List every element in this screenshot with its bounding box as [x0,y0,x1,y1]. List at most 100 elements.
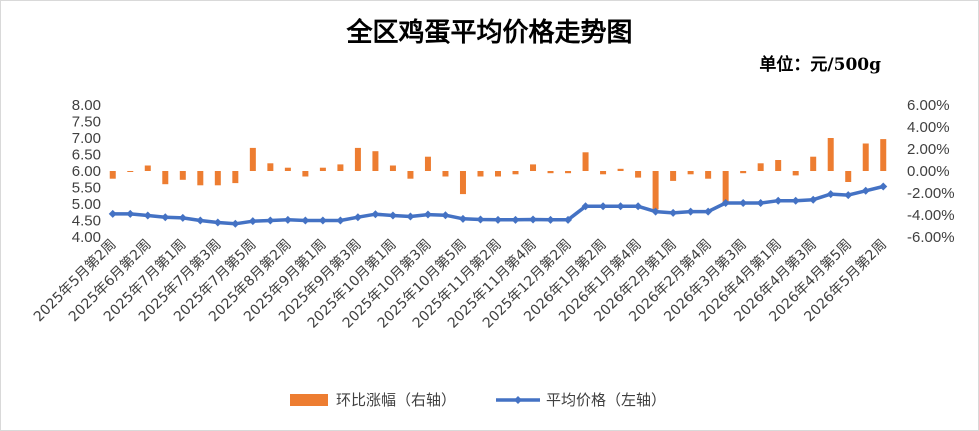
bar [862,143,869,171]
bar [705,171,712,179]
bar [617,168,624,171]
line-point [108,209,117,218]
left-tick-label: 4.50 [72,213,101,230]
right-tick-label: 4.00% [907,119,950,136]
line-point [301,216,310,225]
left-tick-label: 4.00 [72,229,101,246]
line-point [669,208,678,217]
bar [389,165,396,171]
line-point [704,207,713,216]
bar [162,171,169,185]
line-point [423,210,432,219]
bar [267,163,274,171]
line-point [634,202,643,211]
bar [792,171,799,176]
left-axis: 4.004.505.005.506.006.507.007.508.00 [72,97,101,246]
bar [197,171,204,186]
line-point [686,207,695,216]
line-point [791,196,800,205]
line-point [721,199,730,208]
bar [547,171,554,174]
line-point [126,209,135,218]
line-point [826,190,835,199]
line-series [108,182,888,228]
left-tick-label: 7.50 [72,114,101,131]
line-point [196,216,205,225]
bar [424,156,431,171]
bar-series [109,138,887,210]
line-point [441,211,450,220]
right-tick-label: 2.00% [907,141,950,158]
line-point [879,182,888,191]
right-tick-label: -6.00% [907,229,955,246]
left-tick-label: 5.00 [72,196,101,213]
bar [880,139,887,171]
legend-line-marker [514,396,522,404]
bar [827,138,834,171]
bar [214,171,221,186]
bar [372,151,379,171]
bar [687,171,694,175]
bar [722,171,729,204]
x-axis: 2025年5月第2周2025年6月第2周2025年7月第1周2025年7月第3周… [30,236,890,332]
chart-title: 全区鸡蛋平均价格走势图 [346,18,633,48]
bar [459,171,466,195]
left-tick-label: 6.50 [72,147,101,164]
legend: 环比涨幅（右轴） 平均价格（左轴） [290,391,666,409]
right-tick-label: -4.00% [907,207,955,224]
bar [109,171,116,179]
line-point [844,191,853,200]
line-point [861,186,870,195]
bar [284,167,291,171]
bar [757,163,764,171]
line-point [511,215,520,224]
line-point [494,215,502,224]
bar [319,167,326,171]
bar [337,164,344,171]
line-point [388,211,397,220]
bar [495,171,501,177]
bar [512,171,519,175]
bar [232,171,239,184]
line-point [406,212,415,221]
line-point [546,215,555,224]
line-point [616,202,625,211]
bar [127,171,134,172]
line-point [231,219,240,228]
left-tick-label: 5.50 [72,180,101,197]
line-point [476,215,485,224]
line-point [756,199,765,208]
bar [179,171,186,180]
legend-bar-label: 环比涨幅（右轴） [336,391,456,409]
line-point [651,207,660,216]
bar [302,171,309,177]
right-tick-label: -2.00% [907,185,955,202]
line-point [371,210,380,219]
line-point [318,216,327,225]
right-tick-label: 0.00% [907,163,950,180]
bar [565,171,572,174]
right-tick-label: 6.00% [907,97,950,114]
bar [670,171,677,181]
line-point [213,218,222,227]
bar [600,171,607,175]
line-point [458,214,467,223]
bar [652,171,659,210]
line-point [283,215,292,224]
line-point [266,216,275,225]
bar [635,171,642,178]
line-point [809,195,818,204]
bar [775,160,782,171]
line-point [599,202,608,211]
legend-bar-swatch [290,394,328,406]
bar [582,152,589,171]
line-point [161,213,170,222]
bar [144,165,151,171]
line-point [564,215,573,224]
bar [249,147,256,171]
bar [442,171,449,177]
bar [354,147,361,171]
left-tick-label: 7.00 [72,130,101,147]
line-point [581,202,590,211]
